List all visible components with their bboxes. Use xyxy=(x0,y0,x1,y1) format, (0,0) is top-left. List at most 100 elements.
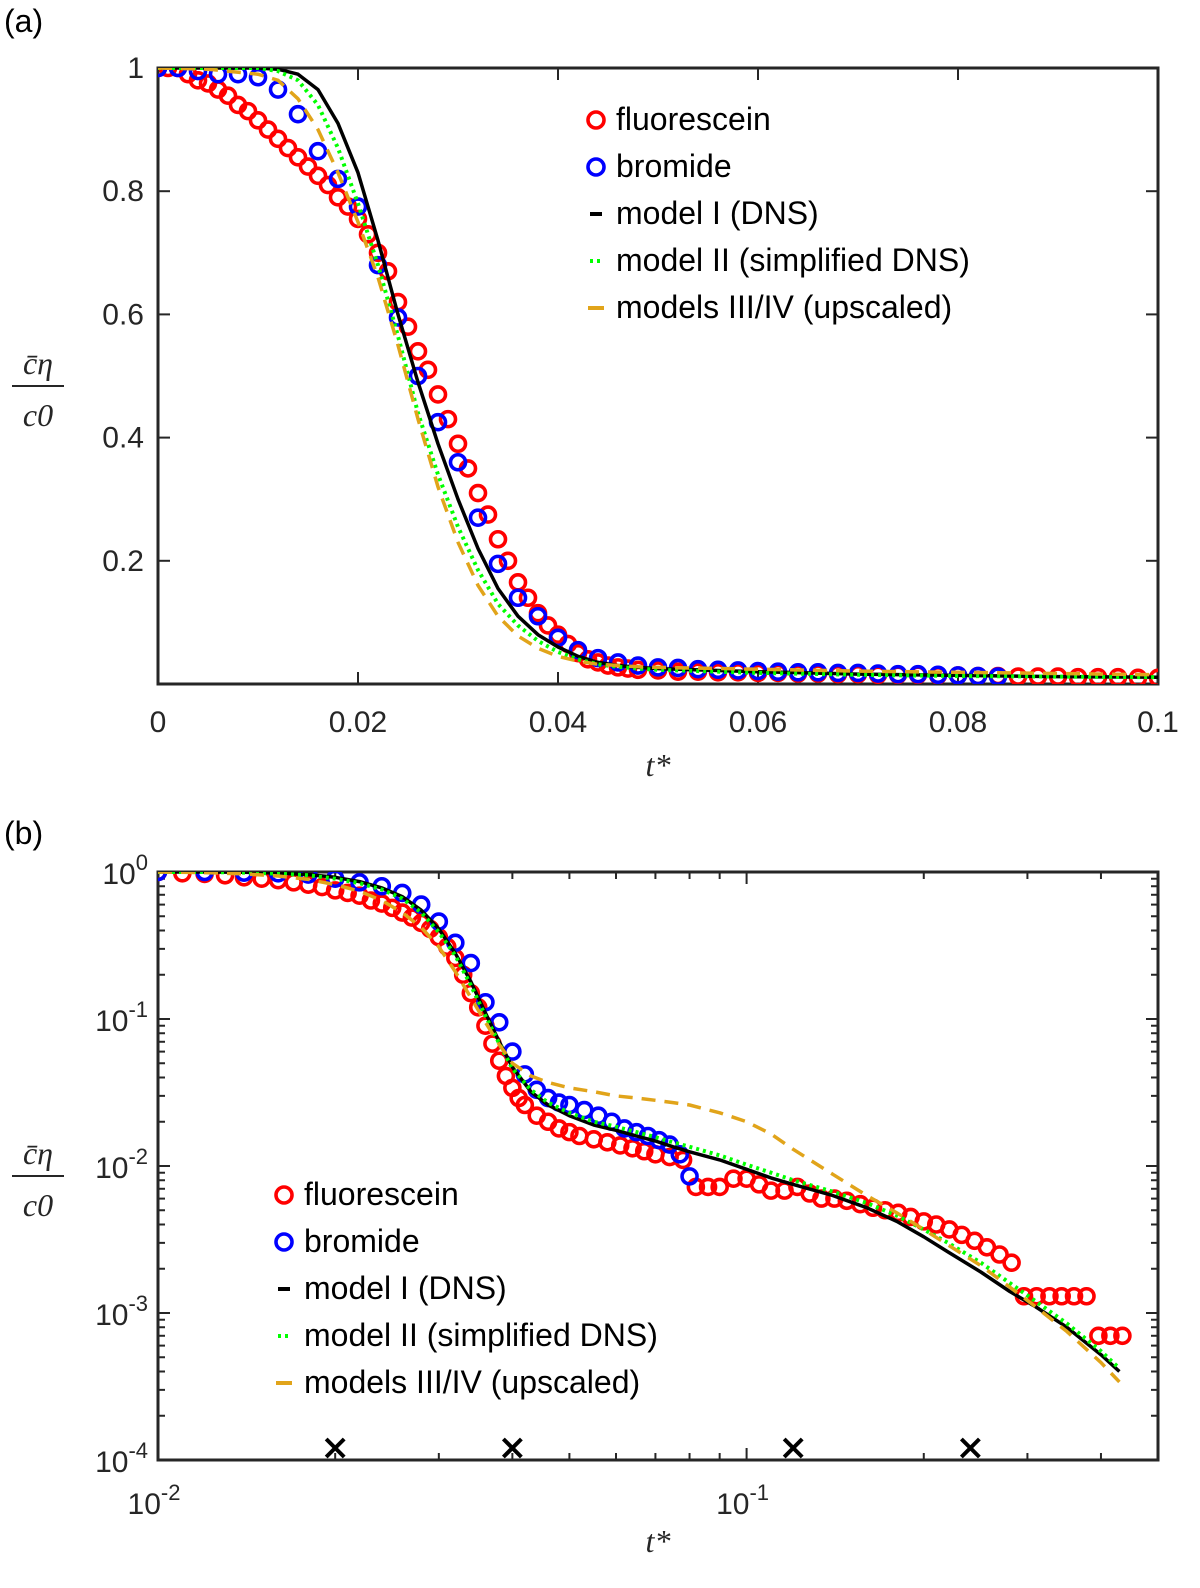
data-point xyxy=(1101,1326,1120,1346)
data-point xyxy=(560,1122,579,1142)
data-point xyxy=(623,1138,642,1158)
data-point xyxy=(468,508,488,527)
panel-label-a: (a) xyxy=(4,3,43,39)
x-tick-label: 0.02 xyxy=(329,706,387,739)
data-point xyxy=(208,68,228,84)
legend-entry-bromide: bromide xyxy=(586,148,732,184)
series-line xyxy=(158,68,1158,677)
legend-entry-fluorescein: fluorescein xyxy=(586,101,771,137)
data-point xyxy=(338,883,357,903)
legend-entry-models-iii-iv-upscaled: models III/IV (upscaled) xyxy=(588,289,952,325)
y-tick-label: 10-1 xyxy=(95,997,148,1038)
y-axis-title-denominator: c0 xyxy=(23,1187,53,1223)
ticks xyxy=(157,871,1159,1461)
legend-label: model II (simplified DNS) xyxy=(616,242,970,278)
data-point xyxy=(1113,1326,1132,1346)
legend-label: models III/IV (upscaled) xyxy=(304,1364,640,1400)
legend-entry-model-i-dns: model I (DNS) xyxy=(590,195,819,231)
series-model-i-dns xyxy=(158,68,1158,679)
x-tick-label: 10-1 xyxy=(716,1480,769,1521)
legend-marker xyxy=(274,1232,294,1252)
data-point xyxy=(538,616,558,635)
series-fluorescein xyxy=(158,872,1132,1346)
data-point xyxy=(248,111,268,130)
data-point xyxy=(348,209,368,229)
y-tick-label: 10-2 xyxy=(95,1144,148,1185)
chart-panel-a: 0 0.02 0.04 0.06 0.08 0.1 0.2 0.4 0.6 0.8 1 t* c̄η c0… xyxy=(12,52,1179,783)
data-point xyxy=(168,68,188,78)
legend-entry-model-ii-simplified-dns: model II (simplified DNS) xyxy=(278,1317,658,1353)
data-point xyxy=(1052,1286,1071,1306)
data-point xyxy=(448,434,468,454)
data-point xyxy=(308,166,328,186)
data-point xyxy=(1002,1253,1021,1272)
legend-label: models III/IV (upscaled) xyxy=(616,289,952,325)
y-tick-label: 100 xyxy=(102,850,148,891)
data-point xyxy=(990,1245,1009,1264)
data-point xyxy=(325,881,345,900)
series-line xyxy=(158,872,1121,1384)
panel-label-b: (b) xyxy=(4,815,43,851)
data-point xyxy=(488,529,508,549)
plot-area xyxy=(156,870,1160,1462)
legend-marker xyxy=(274,1185,294,1205)
series-line xyxy=(158,872,1121,1373)
legend-label: bromide xyxy=(616,148,732,184)
data-point xyxy=(288,148,308,167)
data-point xyxy=(588,648,608,668)
data-point xyxy=(278,138,298,158)
data-point xyxy=(710,1177,729,1197)
x-axis-title: t* xyxy=(646,1523,671,1559)
series-model-i-dns xyxy=(158,872,1121,1373)
data-point xyxy=(188,71,208,90)
legend-entry-model-ii-simplified-dns: model II (simplified DNS) xyxy=(590,242,970,278)
data-point xyxy=(468,483,488,503)
data-point xyxy=(382,898,402,918)
series-models-iii-iv-upscaled xyxy=(158,872,1121,1384)
y-axis-title-numerator: c̄η xyxy=(23,1135,53,1171)
data-point xyxy=(610,1136,630,1155)
x-marker xyxy=(782,1437,804,1459)
data-point xyxy=(1040,1286,1059,1306)
y-tick-label: 10-3 xyxy=(95,1291,148,1332)
legend-label: model I (DNS) xyxy=(304,1270,507,1306)
y-axis-title-numerator: c̄η xyxy=(23,345,53,381)
data-point xyxy=(515,1095,535,1115)
data-point xyxy=(218,86,238,106)
data-point xyxy=(328,188,348,207)
data-point xyxy=(518,588,538,608)
data-point xyxy=(608,653,628,672)
data-point xyxy=(188,68,208,81)
legend-label: model I (DNS) xyxy=(616,195,819,231)
x-tick-label: 0.1 xyxy=(1137,706,1179,739)
x-tick-label: 0 xyxy=(150,706,167,739)
data-point xyxy=(680,1167,699,1186)
data-point xyxy=(478,505,498,524)
y-tick-label: 10-4 xyxy=(95,1438,148,1479)
data-layer xyxy=(158,68,1158,684)
x-marker xyxy=(501,1437,523,1459)
legend: fluorescein bromide model I (DNS) model II … xyxy=(586,101,970,325)
data-point xyxy=(498,551,518,571)
data-point xyxy=(461,953,481,973)
data-point xyxy=(228,68,248,84)
x-tick-label: 0.06 xyxy=(729,706,787,739)
data-point xyxy=(258,120,278,139)
y-tick-label: 1 xyxy=(127,52,144,85)
data-point xyxy=(698,1177,718,1197)
series-line xyxy=(158,68,1158,679)
legend-label: fluorescein xyxy=(304,1176,459,1212)
data-point xyxy=(158,68,178,78)
data-point xyxy=(508,588,528,608)
legend-entry-models-iii-iv-upscaled: models III/IV (upscaled) xyxy=(276,1364,640,1400)
data-point xyxy=(1064,1286,1084,1306)
data-point xyxy=(392,903,412,922)
x-axis-title: t* xyxy=(646,747,671,783)
x-tick-label: 10-2 xyxy=(128,1480,181,1521)
x-tick-label: 0.04 xyxy=(529,706,587,739)
data-point xyxy=(428,385,448,404)
data-point xyxy=(549,1119,569,1138)
legend-marker xyxy=(586,110,606,130)
data-point xyxy=(1089,1326,1108,1346)
